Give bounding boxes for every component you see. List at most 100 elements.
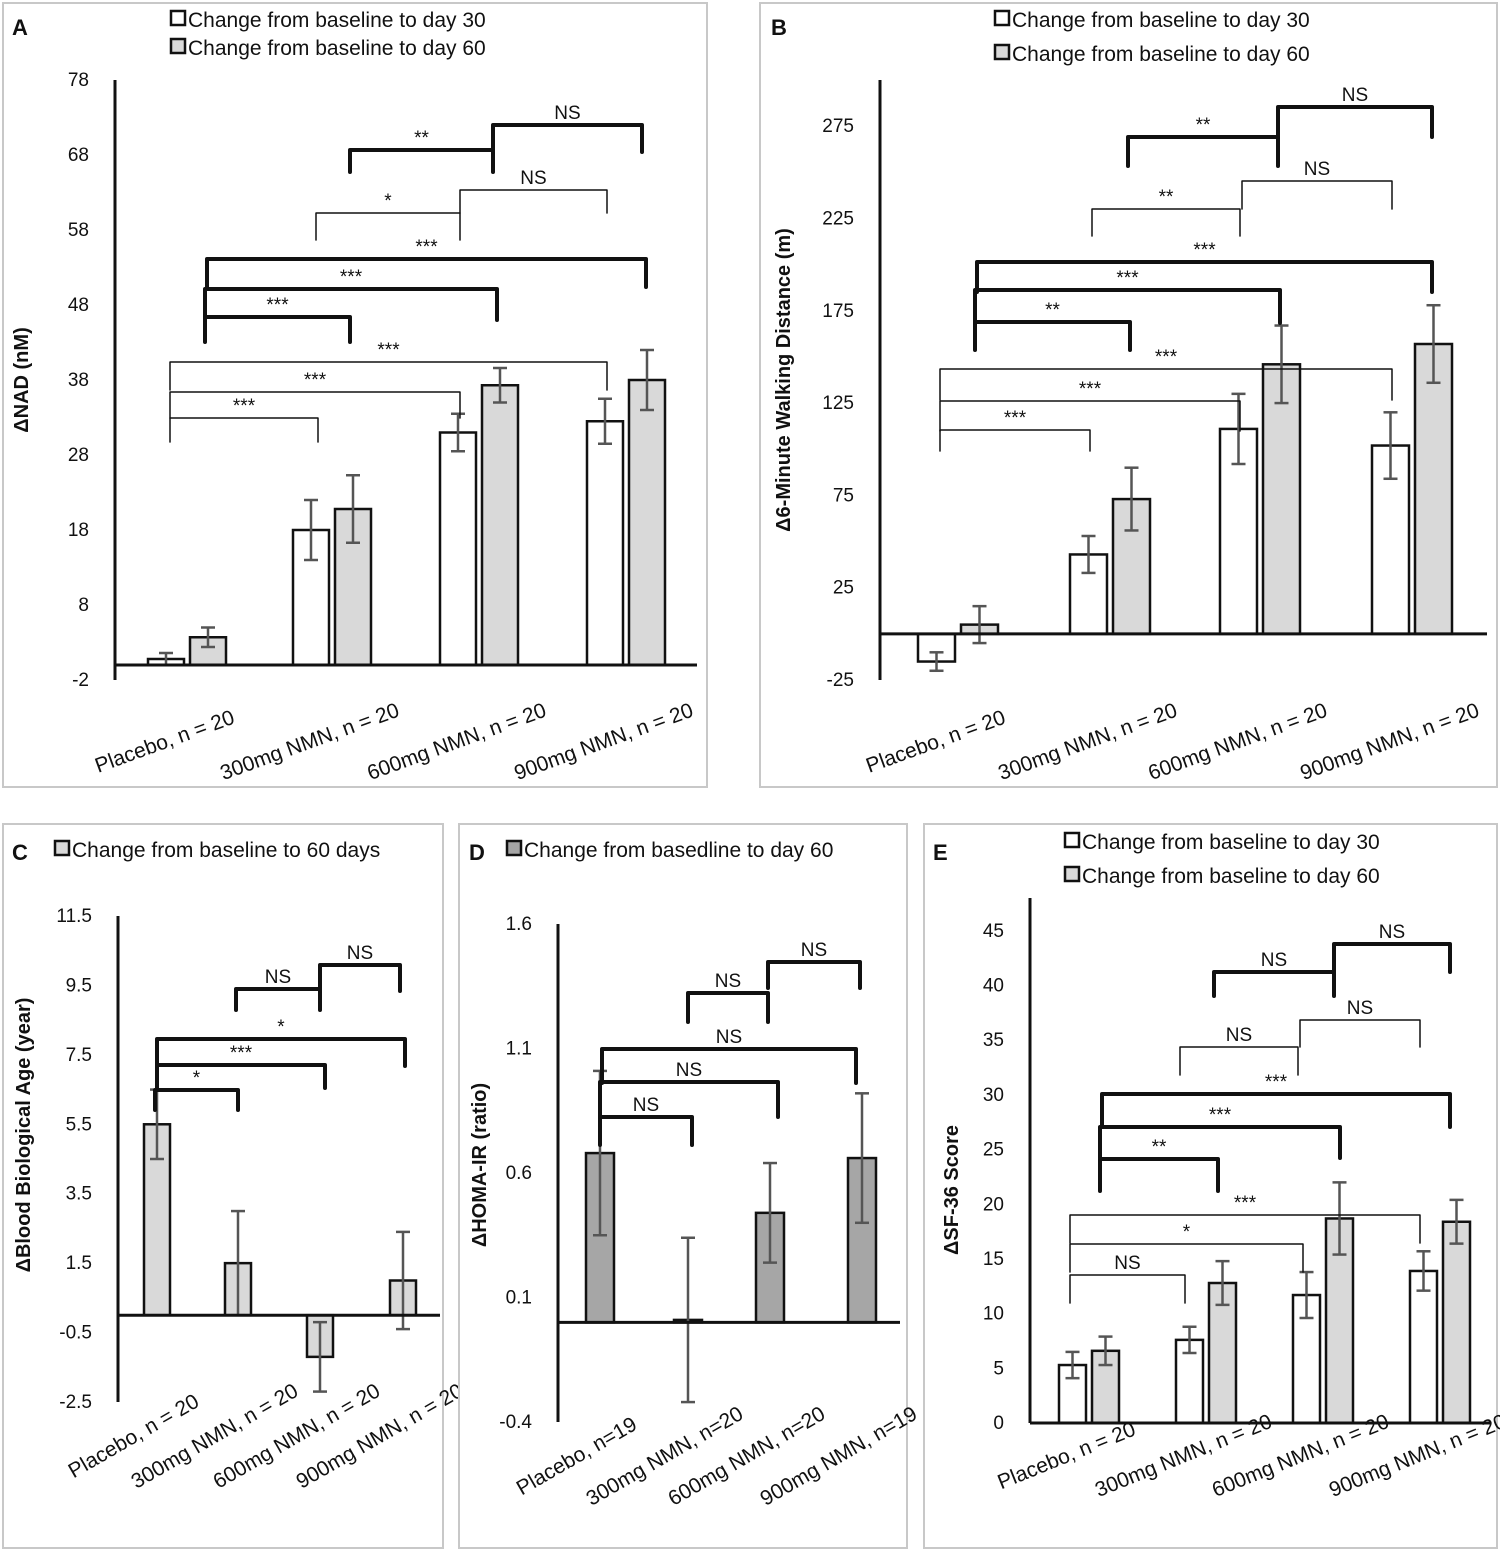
y-tick-label: 3.5: [66, 1184, 92, 1205]
significance-label: ***: [1265, 1072, 1288, 1093]
significance-bracket: [155, 1063, 327, 1090]
significance-bracket: [315, 212, 461, 241]
panel-label: D: [469, 840, 485, 865]
significance-bracket: [491, 123, 644, 154]
y-tick-label: 125: [822, 393, 854, 414]
significance-label: ***: [1079, 379, 1102, 400]
significance-label: NS: [716, 1027, 742, 1048]
significance-bracket: [686, 991, 770, 1024]
significance-bracket: [1091, 208, 1241, 237]
significance-label: *: [1183, 1222, 1191, 1243]
significance-label: **: [1152, 1137, 1167, 1158]
significance-bracket: [1299, 1019, 1421, 1048]
panel-a: A -2 8 18 28 38 48 58 68 78 ΔNAD (nM) Change from b…: [2, 2, 708, 788]
y-axis-label: ΔBlood Biological Age (year): [13, 998, 35, 1273]
significance-bracket: [1179, 1046, 1299, 1076]
y-tick-label: 45: [983, 921, 1004, 942]
significance-label: ***: [233, 396, 256, 417]
significance-bracket: [1241, 180, 1393, 210]
significance-bracket: [1332, 942, 1452, 974]
y-tick-label: 0.6: [506, 1163, 532, 1184]
significance-label: NS: [347, 943, 373, 964]
bar: [438, 431, 478, 667]
significance-label: **: [414, 128, 429, 149]
significance-bracket: [318, 963, 402, 993]
significance-bracket: [153, 1088, 240, 1112]
bar: [1441, 1220, 1472, 1425]
significance-bracket: [1126, 135, 1280, 168]
significance-label: *: [277, 1017, 285, 1038]
significance-label: **: [1045, 300, 1060, 321]
significance-bracket: [598, 1115, 694, 1147]
significance-bracket: [169, 361, 608, 391]
bar: [1408, 1269, 1439, 1425]
legend-swatch: [993, 9, 1011, 27]
y-axis-label: ΔNAD (nM): [11, 327, 33, 432]
y-tick-label: 275: [822, 116, 854, 137]
significance-label: NS: [1342, 85, 1368, 106]
significance-bracket: [975, 260, 1434, 294]
y-tick-label: 75: [833, 485, 854, 506]
y-tick-label: 28: [68, 445, 89, 466]
significance-label: NS: [265, 967, 291, 988]
legend-label: Change from baseline to day 30: [1012, 9, 1310, 32]
significance-bracket: [1069, 1274, 1186, 1304]
significance-bracket: [973, 320, 1132, 352]
significance-label: NS: [1347, 998, 1373, 1019]
y-tick-label: -0.4: [499, 1412, 532, 1433]
legend-swatch: [1063, 865, 1081, 883]
bar: [627, 378, 667, 667]
y-tick-label: 0: [993, 1413, 1004, 1434]
y-tick-label: 0.1: [506, 1288, 532, 1309]
significance-label: ***: [377, 340, 400, 361]
legend-label: Change from baseline to 60 days: [72, 839, 380, 862]
y-tick-label: 10: [983, 1304, 1004, 1325]
panel-label: E: [933, 840, 948, 865]
significance-label: NS: [676, 1060, 702, 1081]
significance-label: NS: [1114, 1253, 1140, 1274]
legend-label: Change from baseline to day 60: [1012, 43, 1310, 66]
y-tick-label: 35: [983, 1030, 1004, 1051]
significance-label: ***: [230, 1043, 253, 1064]
significance-label: ***: [1116, 268, 1139, 289]
y-tick-label: 18: [68, 520, 89, 541]
significance-label: ***: [415, 237, 438, 258]
y-tick-label: 7.5: [66, 1045, 92, 1066]
y-tick-label: 25: [833, 578, 854, 599]
panel-b: B -25 25 75 125 175 225 275 Δ6-Minute Walking Di…: [759, 2, 1498, 788]
y-axis-label: ΔSF-36 Score: [941, 1125, 963, 1255]
y-tick-label: 40: [983, 976, 1004, 997]
significance-bracket: [459, 189, 608, 214]
y-tick-label: 1.5: [66, 1253, 92, 1274]
significance-bracket: [973, 288, 1282, 325]
significance-label: ***: [266, 295, 289, 316]
legend-swatch: [993, 43, 1011, 61]
significance-label: ***: [1193, 240, 1216, 261]
significance-label: NS: [1226, 1025, 1252, 1046]
y-tick-label: 5.5: [66, 1114, 92, 1135]
significance-bracket: [939, 429, 1091, 452]
panel-border: [759, 2, 1498, 788]
bar: [1413, 342, 1454, 636]
y-tick-label: 38: [68, 370, 89, 391]
significance-bracket: [766, 960, 862, 990]
y-tick-label: 8: [78, 595, 89, 616]
legend-label: Change from baseline to day 60: [188, 37, 486, 60]
legend-label: Change from baseline to day 30: [188, 9, 486, 32]
significance-label: ***: [340, 267, 363, 288]
significance-bracket: [1276, 105, 1434, 139]
y-tick-label: 9.5: [66, 975, 92, 996]
y-tick-label: 11.5: [56, 906, 92, 927]
legend-swatch: [169, 37, 187, 55]
panel-border: [2, 2, 708, 788]
significance-bracket: [155, 1037, 407, 1068]
panel-c: C -2.5 -0.5 1.5 3.5 5.5 7.5 9.5 11.5 ΔBlood Biolo…: [2, 823, 467, 1549]
y-tick-label: 30: [983, 1085, 1004, 1106]
significance-bracket: [169, 417, 319, 443]
y-tick-label: 175: [822, 301, 854, 322]
y-tick-label: 58: [68, 220, 89, 241]
panel-label: A: [12, 15, 28, 40]
significance-label: **: [1159, 187, 1174, 208]
significance-bracket: [598, 1080, 780, 1119]
